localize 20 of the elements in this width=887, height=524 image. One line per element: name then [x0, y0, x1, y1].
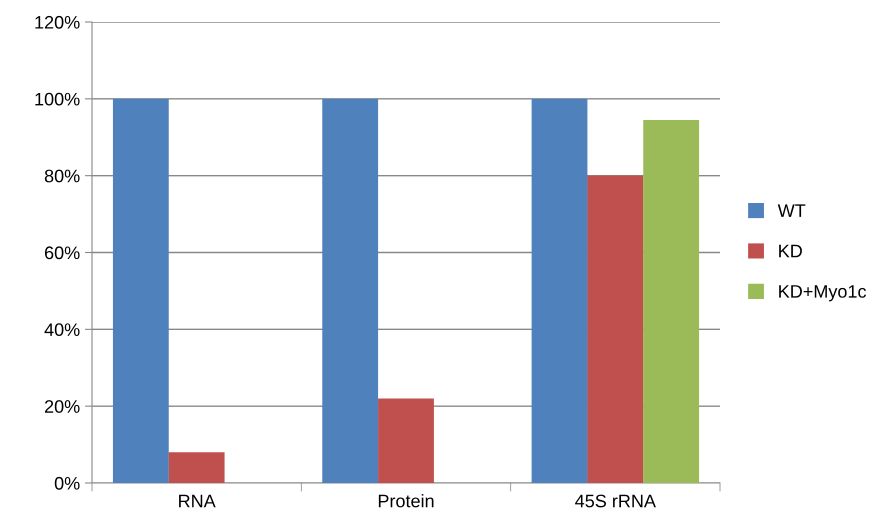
y-tick-label: 60% [44, 246, 80, 260]
bar [112, 98, 169, 483]
legend-label: KD+Myo1c [779, 285, 866, 302]
bar [378, 398, 434, 483]
x-tick-label: RNA [179, 494, 216, 508]
x-tick-label: Protein [378, 494, 434, 508]
x-tick-label: 45S rRNA [575, 494, 656, 508]
y-tick-label: 20% [44, 400, 80, 413]
y-tick-label: 80% [44, 170, 80, 182]
legend-label: WT [778, 204, 806, 217]
y-tick-label: 100% [35, 92, 80, 106]
y-tick-label: 120% [35, 16, 80, 29]
bar [168, 452, 225, 483]
y-tick-label: 0% [54, 476, 80, 490]
bar [532, 98, 588, 483]
y-tick-label: 40% [44, 323, 80, 336]
bar [643, 120, 700, 483]
legend-label: KD [779, 244, 802, 258]
bar [322, 98, 378, 483]
bar [587, 176, 644, 483]
